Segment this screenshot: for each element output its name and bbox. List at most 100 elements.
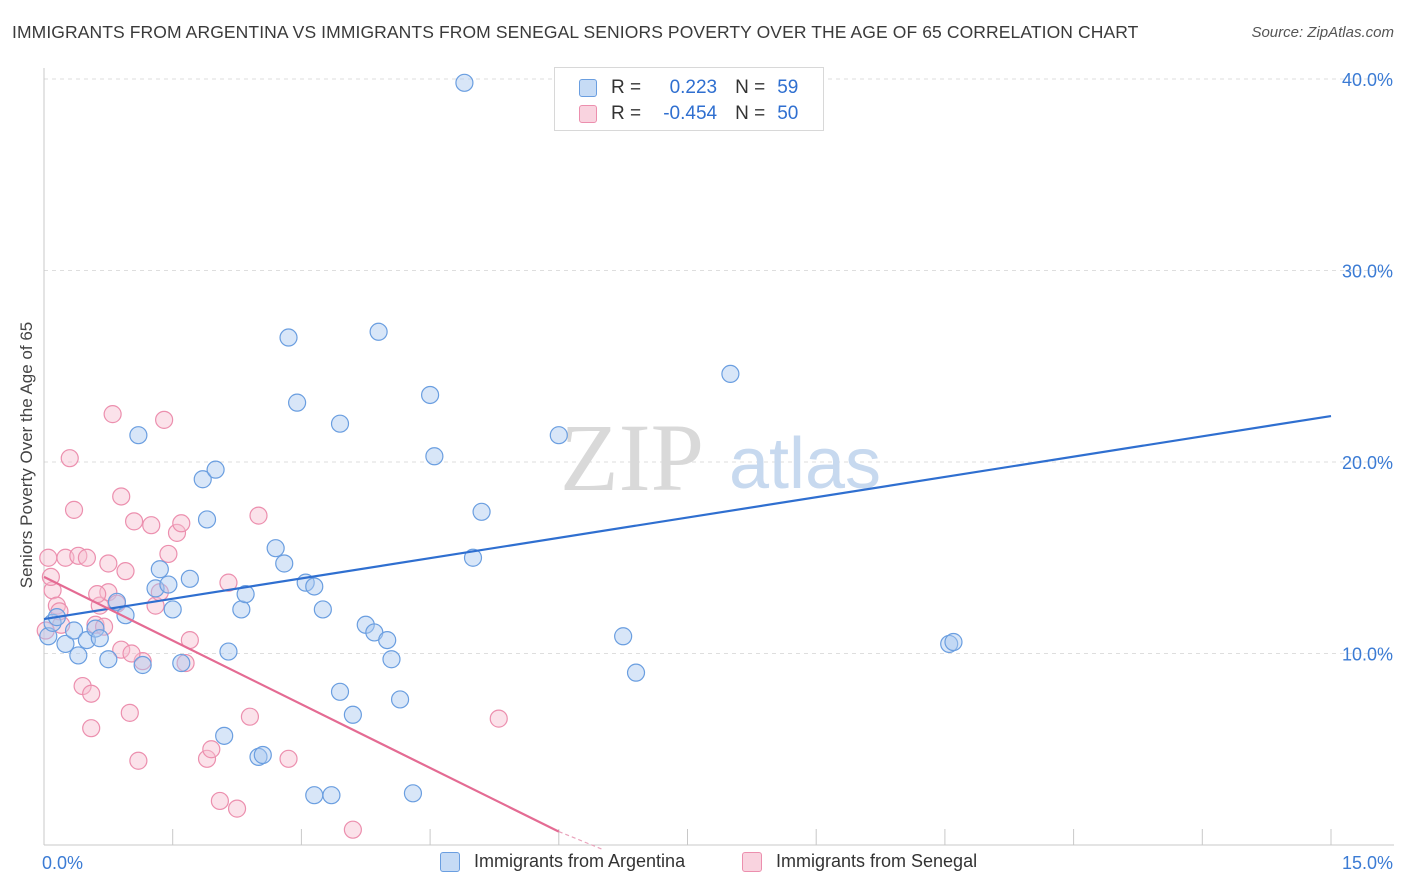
argentina-point bbox=[382, 650, 401, 669]
argentina-point bbox=[206, 460, 225, 479]
senegal-point bbox=[124, 512, 144, 531]
argentina-point bbox=[163, 600, 182, 619]
senegal-point bbox=[142, 516, 161, 535]
senegal-swatch bbox=[579, 105, 597, 123]
argentina-point bbox=[150, 560, 169, 579]
argentina-point bbox=[330, 414, 350, 433]
r-value: -0.454 bbox=[663, 103, 718, 124]
argentina-point bbox=[253, 745, 272, 765]
senegal-point bbox=[210, 791, 229, 811]
argentina-point bbox=[369, 322, 388, 341]
argentina-point bbox=[472, 502, 491, 521]
senegal-trend-extension bbox=[558, 831, 602, 850]
watermark-atlas: atlas bbox=[729, 424, 881, 504]
senegal-point bbox=[249, 506, 268, 525]
argentina-point bbox=[99, 650, 118, 669]
senegal-point bbox=[41, 567, 60, 587]
y-tick-label: 20.0% bbox=[1342, 453, 1393, 473]
argentina-point bbox=[305, 786, 324, 805]
argentina-point bbox=[425, 447, 444, 466]
argentina-point bbox=[330, 682, 350, 701]
senegal-point bbox=[103, 405, 122, 424]
senegal-point bbox=[343, 820, 362, 839]
argentina-point bbox=[219, 642, 238, 661]
argentina-swatch bbox=[579, 79, 597, 97]
argentina-point bbox=[721, 364, 740, 384]
y-tick-label: 40.0% bbox=[1342, 70, 1393, 90]
senegal-points bbox=[36, 405, 508, 839]
argentina-point bbox=[343, 705, 362, 724]
argentina-point bbox=[549, 426, 568, 445]
argentina-point bbox=[403, 784, 423, 803]
argentina-point bbox=[279, 328, 298, 347]
gridlines bbox=[44, 78, 1394, 654]
senegal-point bbox=[82, 719, 101, 738]
senegal-point bbox=[82, 684, 101, 703]
argentina-point bbox=[288, 393, 307, 412]
senegal-point bbox=[112, 640, 131, 659]
senegal-point bbox=[120, 703, 139, 722]
senegal-point bbox=[112, 487, 131, 506]
senegal-point bbox=[60, 449, 79, 468]
argentina-point bbox=[215, 726, 234, 745]
legend-row-senegal: R = -0.454 N = 50 bbox=[579, 102, 798, 126]
legend-item-senegal: Immigrants from Senegal bbox=[742, 851, 977, 872]
n-value: 59 bbox=[777, 77, 799, 98]
argentina-point bbox=[944, 632, 963, 652]
r-value: 0.223 bbox=[669, 77, 718, 98]
argentina-point bbox=[90, 629, 109, 648]
argentina-point bbox=[236, 585, 255, 604]
argentina-point bbox=[305, 577, 324, 596]
senegal-point bbox=[167, 523, 187, 542]
argentina-point bbox=[421, 385, 440, 405]
trend-lines bbox=[43, 414, 1332, 850]
argentina-trend-line bbox=[43, 414, 1332, 621]
argentina-point bbox=[614, 627, 633, 646]
n-value: 50 bbox=[777, 103, 799, 124]
argentina-point bbox=[69, 646, 88, 665]
argentina-point bbox=[172, 653, 191, 673]
senegal-point bbox=[64, 500, 84, 519]
argentina-point bbox=[390, 690, 410, 709]
senegal-point bbox=[489, 709, 508, 728]
argentina-point bbox=[266, 539, 285, 558]
senegal-point bbox=[116, 562, 135, 581]
legend-item-argentina: Immigrants from Argentina bbox=[440, 851, 685, 872]
argentina-legend-swatch bbox=[440, 851, 460, 872]
n-label: N = bbox=[735, 103, 766, 124]
r-label: R = bbox=[611, 103, 642, 124]
argentina-point bbox=[159, 575, 178, 594]
senegal-point bbox=[77, 548, 97, 567]
argentina-point bbox=[56, 634, 75, 654]
senegal-point bbox=[39, 548, 58, 567]
argentina-point bbox=[180, 569, 199, 588]
x-tick-label: 0.0% bbox=[42, 853, 83, 873]
argentina-point bbox=[378, 630, 397, 650]
argentina-point bbox=[39, 627, 58, 646]
y-tick-label: 30.0% bbox=[1342, 262, 1393, 282]
y-tick-label: 10.0% bbox=[1342, 645, 1393, 665]
argentina-point bbox=[275, 554, 294, 573]
argentina-point bbox=[197, 510, 217, 529]
senegal-point bbox=[159, 544, 178, 564]
senegal-point bbox=[219, 573, 238, 592]
argentina-point bbox=[133, 655, 152, 675]
argentina-point bbox=[86, 619, 105, 638]
argentina-point bbox=[129, 426, 148, 445]
r-label: R = bbox=[611, 77, 642, 98]
argentina-point bbox=[322, 786, 341, 805]
axes bbox=[43, 68, 1394, 846]
senegal-point bbox=[197, 749, 217, 768]
senegal-point bbox=[279, 749, 298, 768]
senegal-point bbox=[227, 799, 247, 818]
senegal-point bbox=[202, 740, 221, 759]
senegal-point bbox=[122, 644, 141, 663]
argentina-point bbox=[313, 600, 332, 619]
argentina-legend-label: Immigrants from Argentina bbox=[474, 851, 686, 871]
senegal-point bbox=[99, 554, 118, 573]
senegal-point bbox=[240, 707, 260, 726]
senegal-legend-swatch bbox=[742, 851, 762, 872]
senegal-point bbox=[155, 410, 174, 429]
tick-labels: 10.0% 20.0% 30.0% 40.0% 0.0% 15.0% bbox=[42, 70, 1393, 873]
